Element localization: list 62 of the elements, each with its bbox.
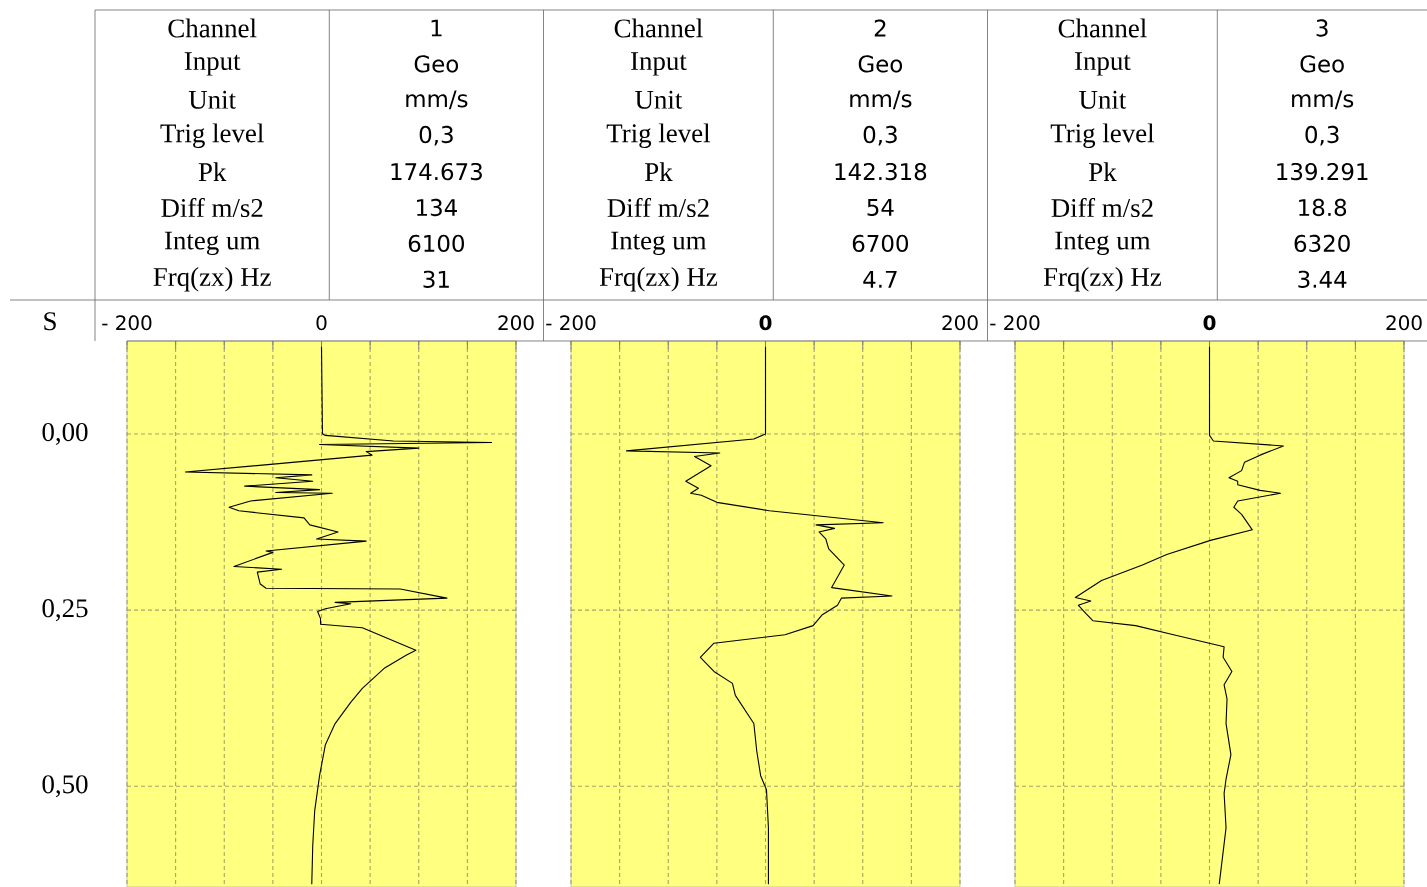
text: 2: [874, 19, 886, 37]
text: 142.318: [835, 162, 927, 181]
text: 31: [423, 270, 449, 288]
text: Frq(zx) Hz: [153, 267, 271, 292]
text: Frq(zx) Hz: [599, 267, 718, 292]
x-tick-label: 0: [316, 315, 327, 331]
text: Input: [1075, 52, 1131, 76]
text: 1: [431, 19, 442, 37]
text: 6100: [408, 234, 464, 253]
x-tick-label: 0: [1203, 315, 1216, 331]
text: Input: [630, 52, 687, 76]
x-tick-label: 200: [1386, 315, 1422, 331]
text: Unit: [635, 90, 683, 109]
text: 0,3: [1305, 125, 1339, 146]
y-axis-title: S: [44, 312, 56, 331]
text: Pk: [644, 162, 673, 181]
x-tick-label: 200: [498, 315, 534, 331]
text: Pk: [198, 162, 227, 181]
text: Diff m/s2: [161, 197, 263, 218]
text: Integ um: [164, 231, 260, 256]
x-tick-label: - 200: [546, 315, 596, 331]
text: Integ um: [1055, 231, 1151, 256]
y-tick-label: 0,00: [42, 422, 88, 446]
text: Geo: [414, 55, 459, 73]
text: Unit: [1079, 90, 1127, 109]
text: Trig level: [606, 123, 711, 148]
text: 174.673: [391, 162, 482, 181]
text: Pk: [1089, 162, 1117, 181]
text: Diff m/s2: [1051, 197, 1153, 218]
text: Channel: [168, 18, 257, 38]
text: 3: [1316, 19, 1328, 37]
text: 6320: [1294, 234, 1350, 253]
text: 54: [867, 198, 894, 217]
text: mm/s: [406, 90, 468, 110]
text: Geo: [1300, 55, 1344, 73]
text: Channel: [614, 18, 703, 38]
text: Unit: [188, 90, 236, 109]
text: Diff m/s2: [607, 197, 709, 218]
x-tick-label: - 200: [102, 315, 152, 331]
x-tick-label: - 200: [990, 315, 1040, 331]
text: 4.7: [863, 270, 897, 288]
text: Trig level: [1050, 123, 1155, 148]
text: mm/s: [1292, 90, 1354, 110]
text: 0,3: [419, 125, 453, 146]
text: 18.8: [1299, 198, 1347, 217]
text: 134: [417, 198, 457, 217]
text: Channel: [1058, 18, 1147, 38]
text: Geo: [858, 55, 903, 73]
x-tick-label: 0: [759, 315, 772, 331]
y-tick-label: 0,50: [42, 775, 88, 798]
y-tick-label: 0,25: [42, 599, 88, 622]
text: 3.44: [1298, 270, 1347, 288]
x-tick-label: 200: [942, 315, 978, 331]
text: 0,3: [863, 125, 897, 146]
line-series: [184, 346, 493, 885]
text: Input: [184, 52, 241, 76]
text: 6700: [852, 234, 909, 253]
text: mm/s: [850, 90, 912, 110]
text: 139.291: [1277, 162, 1368, 181]
text: Frq(zx) Hz: [1043, 267, 1162, 292]
text: Integ um: [611, 231, 707, 256]
text: Trig level: [160, 123, 264, 148]
